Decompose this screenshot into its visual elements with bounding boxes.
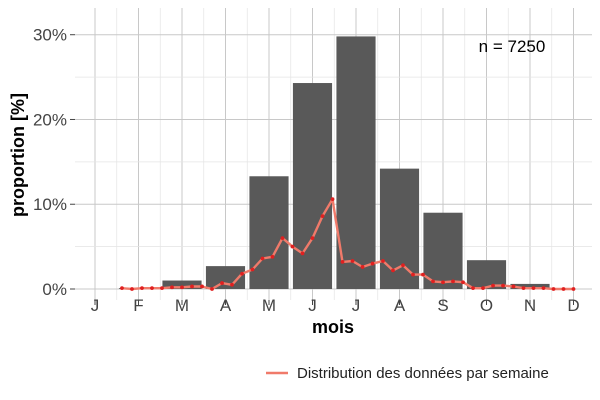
n-annotation: n = 7250 <box>479 37 546 56</box>
y-axis-title: proportion [%] <box>8 93 28 217</box>
y-tick-label: 10% <box>33 195 67 214</box>
weekly-point <box>280 236 285 241</box>
x-tick-label: M <box>175 296 189 315</box>
bar-n-10 <box>510 283 550 289</box>
weekly-point <box>270 254 275 259</box>
weekly-point <box>260 256 265 261</box>
bar-m-4 <box>249 176 289 289</box>
bar-j-5 <box>292 83 333 290</box>
x-tick-label: J <box>352 296 361 315</box>
y-tick-label: 30% <box>33 26 67 45</box>
weekly-point <box>210 287 214 291</box>
weekly-point <box>461 280 465 285</box>
weekly-point <box>190 284 194 289</box>
weekly-point <box>561 287 566 291</box>
weekly-point <box>571 287 576 291</box>
weekly-point <box>391 268 395 273</box>
x-tick-label: J <box>91 296 100 315</box>
x-tick-label: D <box>567 296 579 315</box>
bar-a-3 <box>205 266 246 289</box>
weekly-point <box>140 286 144 291</box>
weekly-point <box>491 283 495 288</box>
x-tick-label: N <box>524 296 536 315</box>
weekly-point <box>451 279 455 284</box>
weekly-point <box>531 286 536 291</box>
x-tick-label: S <box>437 296 448 315</box>
x-axis-title: mois <box>312 317 354 337</box>
x-tick-label: J <box>308 296 317 315</box>
weekly-point <box>511 284 516 289</box>
weekly-point <box>541 286 546 291</box>
bar-o-9 <box>466 260 507 289</box>
y-axis-ticks: 0% 10% 20% 30% <box>33 26 75 299</box>
weekly-point <box>551 287 556 291</box>
bar-s-8 <box>423 212 463 289</box>
weekly-point <box>230 282 234 287</box>
weekly-point <box>130 287 134 291</box>
weekly-point <box>160 286 164 291</box>
weekly-point <box>411 272 415 277</box>
weekly-point <box>290 244 295 249</box>
weekly-point <box>370 261 375 266</box>
weekly-point <box>310 236 315 241</box>
legend: Distribution des données par semaine <box>266 365 549 382</box>
legend-label: Distribution des données par semaine <box>297 365 549 382</box>
bar-m-2 <box>162 280 202 289</box>
weekly-point <box>240 271 244 276</box>
weekly-point <box>180 285 184 290</box>
weekly-point <box>441 280 445 285</box>
weekly-point <box>350 259 355 263</box>
weekly-point <box>421 272 425 277</box>
weekly-point <box>521 286 526 291</box>
y-tick-label: 0% <box>42 280 67 299</box>
weekly-point <box>220 281 224 285</box>
weekly-point <box>501 283 505 288</box>
weekly-point <box>381 259 385 263</box>
weekly-point <box>431 279 435 284</box>
weekly-line <box>121 197 574 291</box>
weekly-point <box>320 214 325 219</box>
weekly-point <box>330 197 335 202</box>
x-tick-label: A <box>394 296 406 315</box>
weekly-point <box>250 267 255 272</box>
y-tick-label: 20% <box>33 110 67 129</box>
weekly-line-series <box>120 197 576 291</box>
weekly-point <box>170 285 174 290</box>
x-tick-label: A <box>220 296 232 315</box>
weekly-point <box>360 265 365 269</box>
weekly-point <box>300 251 305 256</box>
weekly-point <box>481 286 485 291</box>
weekly-point <box>120 286 124 291</box>
weekly-point <box>340 259 345 264</box>
weekly-point <box>200 284 204 289</box>
x-tick-label: F <box>133 296 143 315</box>
bar-a-7 <box>379 168 420 289</box>
bars <box>118 36 550 290</box>
x-tick-label: O <box>480 296 493 315</box>
bar-j-6 <box>336 36 376 290</box>
x-tick-label: M <box>262 296 276 315</box>
weekly-point <box>150 286 154 291</box>
weekly-point <box>471 286 475 291</box>
weekly-point <box>401 263 405 268</box>
